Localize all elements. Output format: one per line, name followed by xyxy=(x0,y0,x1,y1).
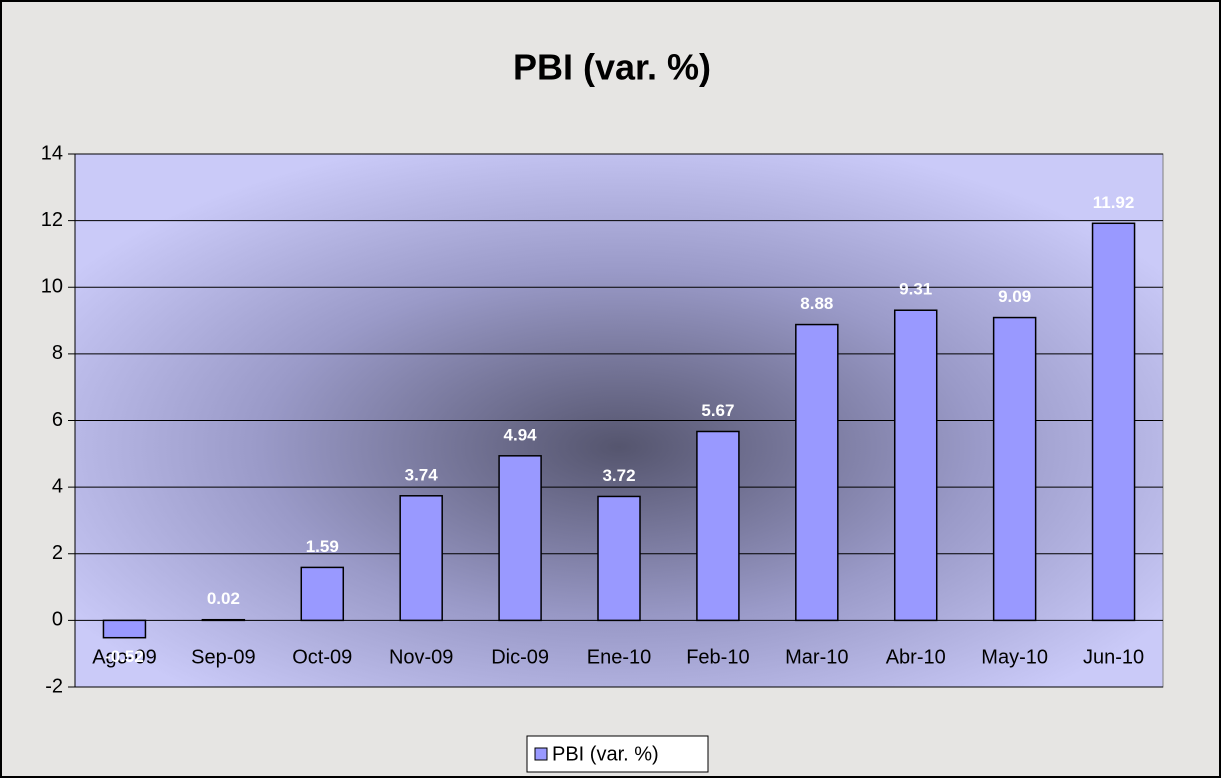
data-label: 9.31 xyxy=(899,280,932,299)
x-tick-label: Nov-09 xyxy=(389,647,453,669)
bar xyxy=(992,316,1037,622)
y-tick-label: 14 xyxy=(41,142,63,164)
x-tick-label: Ago-09 xyxy=(92,647,157,669)
legend-label: PBI (var. %) xyxy=(552,743,659,765)
x-tick-label: Dic-09 xyxy=(491,647,549,669)
bar xyxy=(1091,222,1136,622)
x-tick-label: Feb-10 xyxy=(686,647,749,669)
bar xyxy=(696,430,740,622)
data-label: 5.67 xyxy=(701,401,734,420)
x-tick-label: Mar-10 xyxy=(785,647,848,669)
x-tick-label: Abr-10 xyxy=(886,647,946,669)
data-label: 3.74 xyxy=(405,465,439,484)
bar xyxy=(399,495,443,622)
bar xyxy=(102,619,147,639)
legend xyxy=(526,735,709,773)
bar xyxy=(201,618,246,622)
x-tick-label: May-10 xyxy=(981,647,1048,669)
bar xyxy=(893,309,938,622)
x-tick-label: Sep-09 xyxy=(191,647,256,669)
x-tick-label: Ene-10 xyxy=(587,647,652,669)
bar xyxy=(795,323,839,622)
data-label: 0.02 xyxy=(207,589,240,608)
x-tick-label: Jun-10 xyxy=(1083,647,1144,669)
y-tick-label: 10 xyxy=(41,276,63,298)
data-label: 4.94 xyxy=(504,425,538,444)
data-label: -0.52 xyxy=(105,647,144,666)
data-label: 1.59 xyxy=(306,537,339,556)
data-label: 3.72 xyxy=(602,466,635,485)
legend-swatch xyxy=(534,747,548,761)
y-tick-label: 8 xyxy=(52,342,63,364)
bar xyxy=(597,495,641,622)
y-tick-label: 0 xyxy=(52,609,63,631)
y-tick-label: 4 xyxy=(52,475,63,497)
y-tick-label: 2 xyxy=(52,542,63,564)
data-label: 9.09 xyxy=(998,287,1031,306)
x-tick-label: Oct-09 xyxy=(292,647,352,669)
y-tick-label: 6 xyxy=(52,409,63,431)
y-tick-label: -2 xyxy=(45,675,63,697)
data-label: 11.92 xyxy=(1093,193,1135,212)
data-label: 8.88 xyxy=(800,294,833,313)
legend-box xyxy=(526,735,709,773)
bar xyxy=(300,566,345,622)
y-tick-label: 12 xyxy=(41,209,63,231)
bar xyxy=(498,455,542,622)
chart-title: PBI (var. %) xyxy=(513,47,711,88)
